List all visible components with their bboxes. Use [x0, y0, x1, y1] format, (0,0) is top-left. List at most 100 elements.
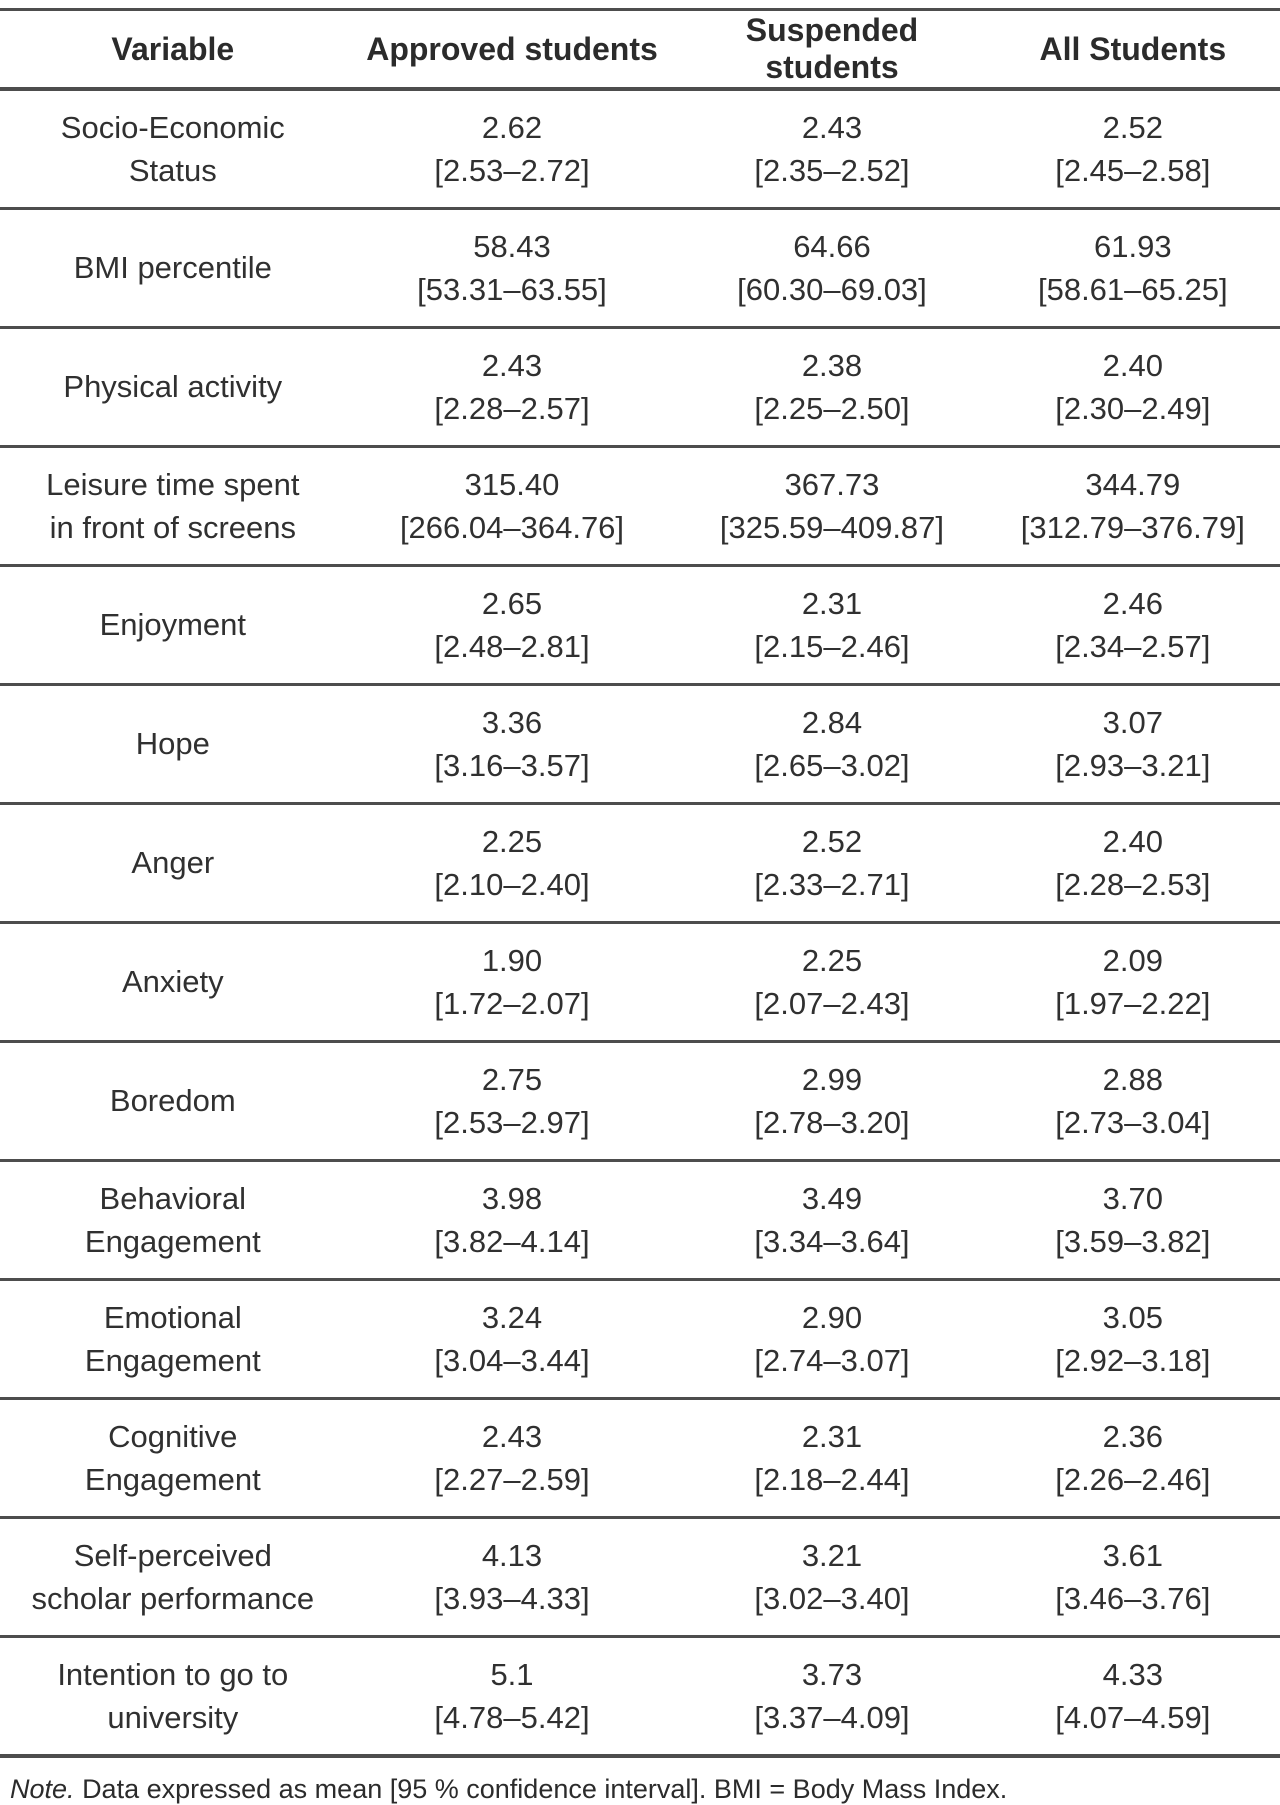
variable-label: Behavioral Engagement [0, 1160, 346, 1281]
confidence-interval: [4.07–4.59] [1055, 1700, 1211, 1735]
confidence-interval: [325.59–409.87] [719, 510, 945, 545]
approved-cell: 2.43 [2.28–2.57] [345, 327, 679, 448]
variable-label: Enjoyment [0, 565, 346, 686]
mean-value: 344.79 [1085, 466, 1181, 502]
variable-label: Intention to go to university [0, 1636, 346, 1758]
variable-label: BMI percentile [0, 208, 346, 329]
confidence-interval: [2.10–2.40] [434, 867, 590, 902]
table-body: Socio-Economic Status 2.62 [2.53–2.72] 2… [0, 89, 1280, 1758]
confidence-interval: [3.59–3.82] [1055, 1224, 1211, 1259]
mean-value: 2.52 [801, 823, 863, 859]
confidence-interval: [2.07–2.43] [754, 986, 910, 1021]
approved-cell: 4.13 [3.93–4.33] [345, 1517, 679, 1638]
mean-value: 2.65 [481, 585, 543, 621]
confidence-interval: [2.65–3.02] [754, 748, 910, 783]
mean-value: 3.21 [801, 1537, 863, 1573]
confidence-interval: [2.15–2.46] [754, 629, 910, 664]
all-students-cell: 3.70 [3.59–3.82] [985, 1160, 1280, 1281]
mean-value: 3.73 [801, 1656, 863, 1692]
mean-value: 58.43 [473, 228, 551, 264]
confidence-interval: [3.82–4.14] [434, 1224, 590, 1259]
confidence-interval: [2.35–2.52] [754, 153, 910, 188]
column-header-all: All Students [985, 8, 1280, 91]
mean-value: 3.70 [1102, 1180, 1163, 1216]
mean-value: 5.1 [490, 1656, 534, 1692]
mean-value: 2.46 [1102, 585, 1163, 621]
mean-value: 367.73 [784, 466, 880, 502]
confidence-interval: [266.04–364.76] [399, 510, 625, 545]
confidence-interval: [2.34–2.57] [1055, 629, 1211, 664]
column-header-variable: Variable [0, 8, 346, 91]
variable-label: Socio-Economic Status [0, 89, 346, 210]
mean-value: 2.31 [801, 585, 863, 621]
confidence-interval: [2.30–2.49] [1055, 391, 1211, 426]
suspended-cell: 2.84 [2.65–3.02] [678, 684, 986, 805]
all-students-cell: 2.40 [2.28–2.53] [985, 803, 1280, 924]
mean-value: 2.75 [481, 1061, 543, 1097]
mean-value: 4.33 [1102, 1656, 1163, 1692]
approved-cell: 5.1 [4.78–5.42] [345, 1636, 679, 1758]
table-row: Socio-Economic Status 2.62 [2.53–2.72] 2… [0, 89, 1280, 210]
all-students-cell: 61.93 [58.61–65.25] [985, 208, 1280, 329]
table-row: Hope 3.36 [3.16–3.57] 2.84 [2.65–3.02] 3… [0, 684, 1280, 805]
variable-label: Hope [0, 684, 346, 805]
approved-cell: 1.90 [1.72–2.07] [345, 922, 679, 1043]
suspended-cell: 2.99 [2.78–3.20] [678, 1041, 986, 1162]
confidence-interval: [2.92–3.18] [1055, 1343, 1211, 1378]
mean-value: 2.38 [801, 347, 863, 383]
all-students-cell: 2.09 [1.97–2.22] [985, 922, 1280, 1043]
mean-value: 2.52 [1102, 109, 1163, 145]
confidence-interval: [1.97–2.22] [1055, 986, 1211, 1021]
confidence-interval: [2.48–2.81] [434, 629, 590, 664]
mean-value: 2.88 [1102, 1061, 1163, 1097]
note-text: Data expressed as mean [95 % confidence … [82, 1774, 1008, 1804]
approved-cell: 2.65 [2.48–2.81] [345, 565, 679, 686]
mean-value: 1.90 [481, 942, 543, 978]
confidence-interval: [53.31–63.55] [417, 272, 607, 307]
confidence-interval: [2.45–2.58] [1055, 153, 1211, 188]
all-students-cell: 2.52 [2.45–2.58] [985, 89, 1280, 210]
confidence-interval: [2.25–2.50] [754, 391, 910, 426]
mean-value: 3.24 [481, 1299, 543, 1335]
all-students-cell: 2.88 [2.73–3.04] [985, 1041, 1280, 1162]
table-row: Self-perceived scholar performance 4.13 … [0, 1517, 1280, 1638]
mean-value: 61.93 [1094, 228, 1172, 264]
confidence-interval: [2.28–2.57] [434, 391, 590, 426]
approved-cell: 3.36 [3.16–3.57] [345, 684, 679, 805]
confidence-interval: [2.27–2.59] [434, 1462, 590, 1497]
suspended-cell: 2.90 [2.74–3.07] [678, 1279, 986, 1400]
variable-label: Anger [0, 803, 346, 924]
table-note: Note. Data expressed as mean [95 % confi… [10, 1774, 1270, 1805]
confidence-interval: [3.16–3.57] [434, 748, 590, 783]
table-row: Leisure time spent in front of screens 3… [0, 446, 1280, 567]
mean-value: 2.62 [481, 109, 543, 145]
confidence-interval: [2.74–3.07] [754, 1343, 910, 1378]
all-students-cell: 2.40 [2.30–2.49] [985, 327, 1280, 448]
confidence-interval: [312.79–376.79] [1020, 510, 1245, 545]
confidence-interval: [2.28–2.53] [1055, 867, 1211, 902]
mean-value: 2.25 [481, 823, 543, 859]
confidence-interval: [58.61–65.25] [1037, 272, 1228, 307]
table-row: Behavioral Engagement 3.98 [3.82–4.14] 3… [0, 1160, 1280, 1281]
mean-value: 2.90 [801, 1299, 863, 1335]
summary-statistics-table: Variable Approved students Suspended stu… [0, 8, 1280, 1758]
approved-cell: 2.43 [2.27–2.59] [345, 1398, 679, 1519]
mean-value: 2.43 [481, 1418, 543, 1454]
confidence-interval: [2.93–3.21] [1055, 748, 1211, 783]
suspended-cell: 367.73 [325.59–409.87] [678, 446, 986, 567]
approved-cell: 3.24 [3.04–3.44] [345, 1279, 679, 1400]
all-students-cell: 3.07 [2.93–3.21] [985, 684, 1280, 805]
confidence-interval: [3.02–3.40] [754, 1581, 910, 1616]
suspended-cell: 3.73 [3.37–4.09] [678, 1636, 986, 1758]
all-students-cell: 2.46 [2.34–2.57] [985, 565, 1280, 686]
confidence-interval: [4.78–5.42] [434, 1700, 590, 1735]
suspended-cell: 2.43 [2.35–2.52] [678, 89, 986, 210]
confidence-interval: [2.53–2.72] [434, 153, 590, 188]
table-row: BMI percentile 58.43 [53.31–63.55] 64.66… [0, 208, 1280, 329]
table-row: Enjoyment 2.65 [2.48–2.81] 2.31 [2.15–2.… [0, 565, 1280, 686]
suspended-cell: 3.21 [3.02–3.40] [678, 1517, 986, 1638]
mean-value: 2.84 [801, 704, 863, 740]
mean-value: 3.61 [1102, 1537, 1163, 1573]
all-students-cell: 2.36 [2.26–2.46] [985, 1398, 1280, 1519]
